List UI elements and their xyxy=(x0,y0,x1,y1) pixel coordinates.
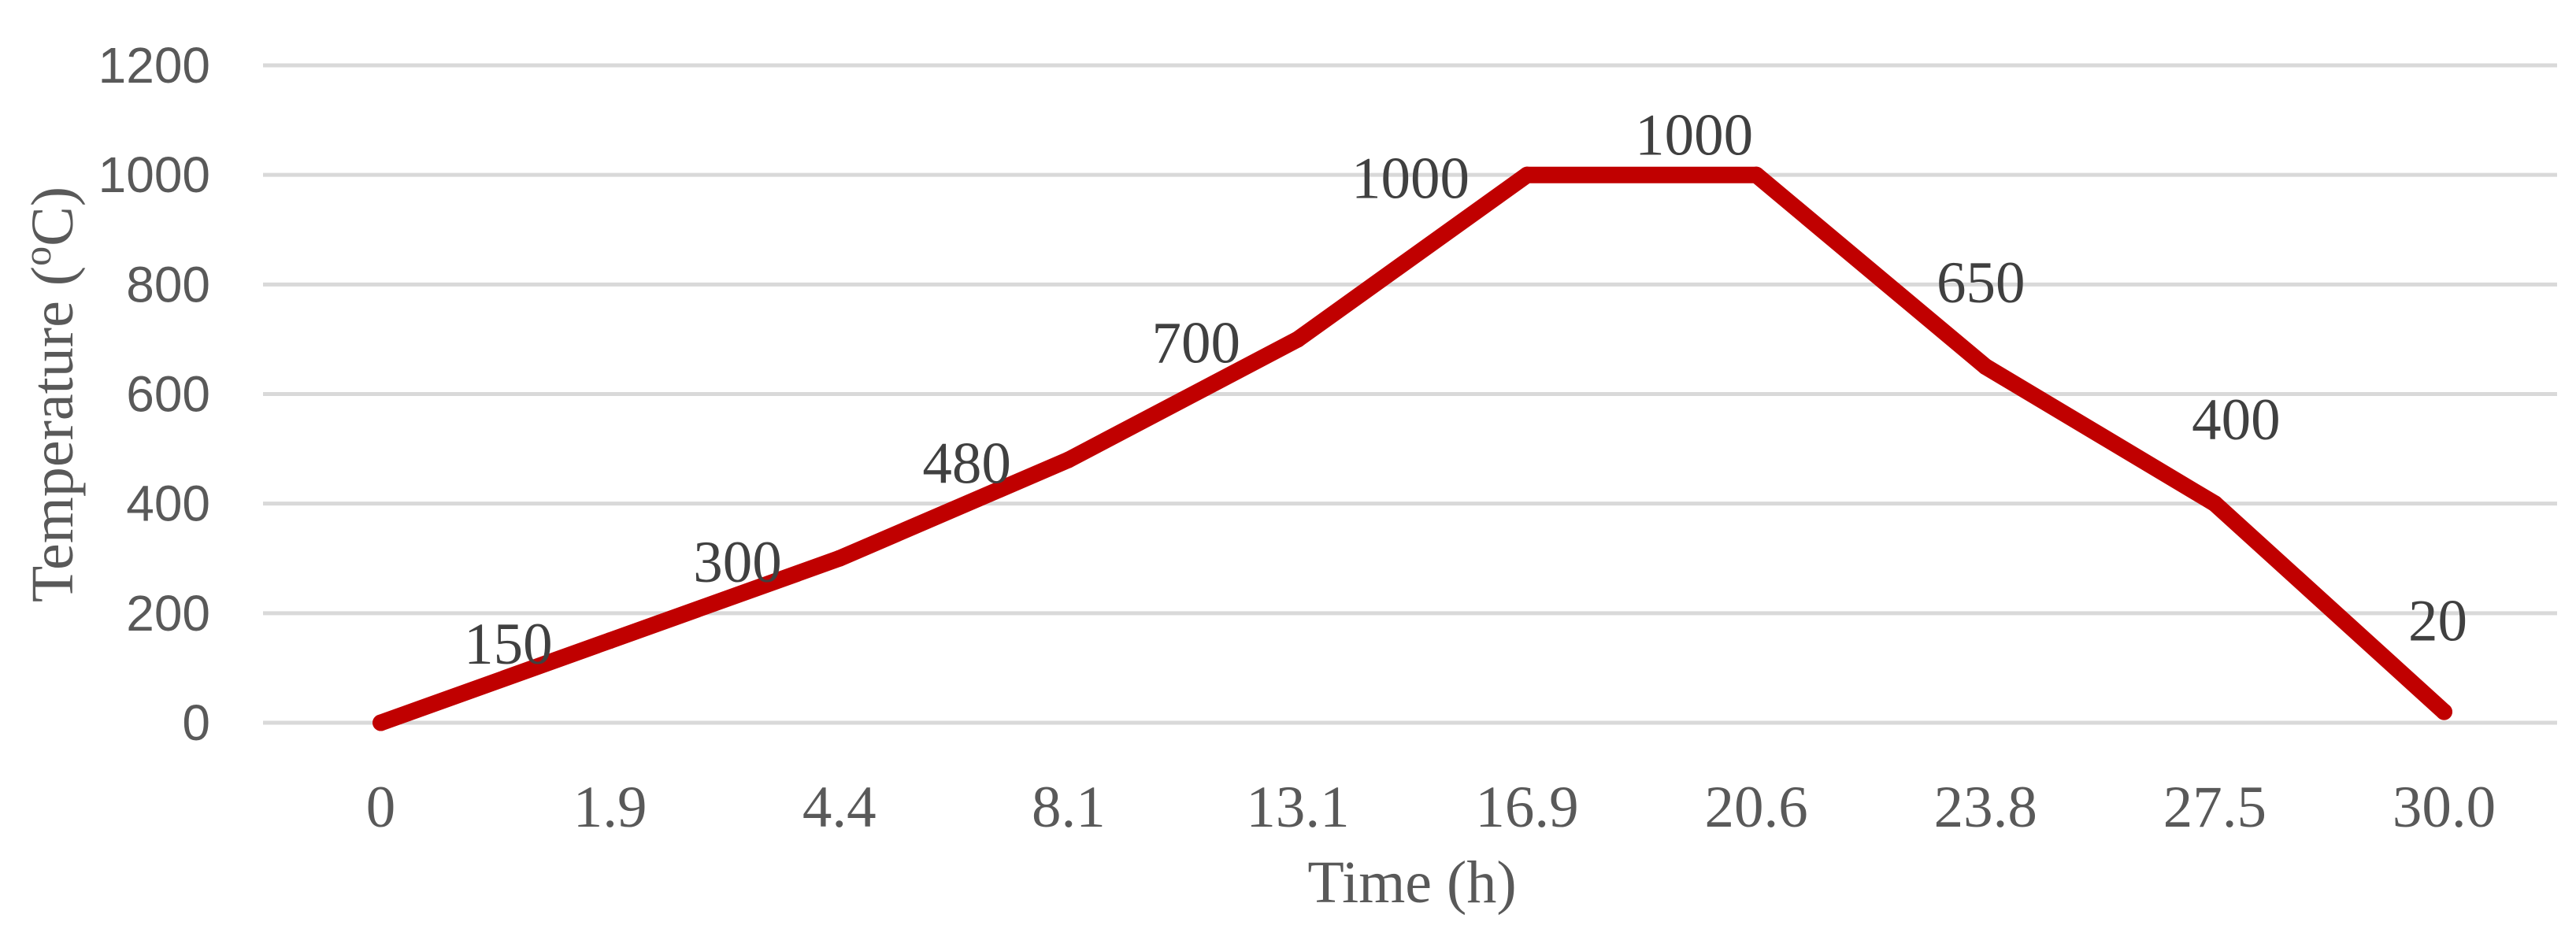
y-axis-title: Temperature (oC) xyxy=(15,187,86,602)
data-label: 150 xyxy=(464,612,553,677)
y-tick-label: 1000 xyxy=(98,146,210,203)
x-tick-label: 4.4 xyxy=(802,775,877,840)
x-tick-label: 27.5 xyxy=(2163,775,2267,840)
data-point xyxy=(602,632,619,650)
x-tick-label: 16.9 xyxy=(1475,775,1578,840)
data-point xyxy=(1060,451,1077,468)
x-tick-label: 20.6 xyxy=(1705,775,1808,840)
y-tick-label: 400 xyxy=(126,476,210,532)
x-tick-label: 8.1 xyxy=(1032,775,1106,840)
data-label: 20 xyxy=(2408,589,2467,654)
y-tick-label: 200 xyxy=(126,585,210,642)
data-label: 650 xyxy=(1937,250,2026,316)
data-label: 480 xyxy=(922,431,1011,497)
y-tick-label: 800 xyxy=(126,256,210,313)
data-point xyxy=(1977,358,1994,376)
y-axis-title-suffix: C) xyxy=(20,187,86,246)
y-tick-label: 1200 xyxy=(98,37,210,94)
data-point xyxy=(1748,166,1765,183)
y-tick-label: 600 xyxy=(126,366,210,423)
x-tick-label: 1.9 xyxy=(573,775,647,840)
data-label: 1000 xyxy=(1635,103,1753,168)
x-tick-label: 0 xyxy=(366,775,396,840)
y-tick-label: 0 xyxy=(182,694,210,751)
y-axis-title-superscript: o xyxy=(15,246,59,266)
data-point xyxy=(373,714,390,731)
data-label: 400 xyxy=(2192,387,2281,453)
series-temperature xyxy=(373,166,2452,731)
data-labels: 150 300 480 700 1000 1000 650 400 20 xyxy=(464,103,2467,677)
series-line xyxy=(373,166,2452,731)
data-point xyxy=(1289,331,1307,348)
data-label: 700 xyxy=(1151,310,1240,376)
data-label: 1000 xyxy=(1351,146,1470,212)
y-axis-tick-labels: 0 200 400 600 800 1000 1200 xyxy=(98,37,210,751)
x-tick-label: 23.8 xyxy=(1934,775,2037,840)
x-axis-tick-labels: 0 1.9 4.4 8.1 13.1 16.9 20.6 23.8 27.5 30.0 xyxy=(366,775,2496,840)
data-point xyxy=(2435,703,2452,720)
x-axis-title: Time (h) xyxy=(1307,849,1516,916)
gridlines xyxy=(263,63,2557,725)
data-point xyxy=(831,550,848,567)
x-tick-label: 13.1 xyxy=(1246,775,1349,840)
data-point xyxy=(1518,166,1536,183)
data-point xyxy=(2206,495,2223,513)
y-axis-title-main: Temperature ( xyxy=(20,266,86,602)
x-tick-label: 30.0 xyxy=(2393,775,2496,840)
data-label: 300 xyxy=(693,530,782,595)
